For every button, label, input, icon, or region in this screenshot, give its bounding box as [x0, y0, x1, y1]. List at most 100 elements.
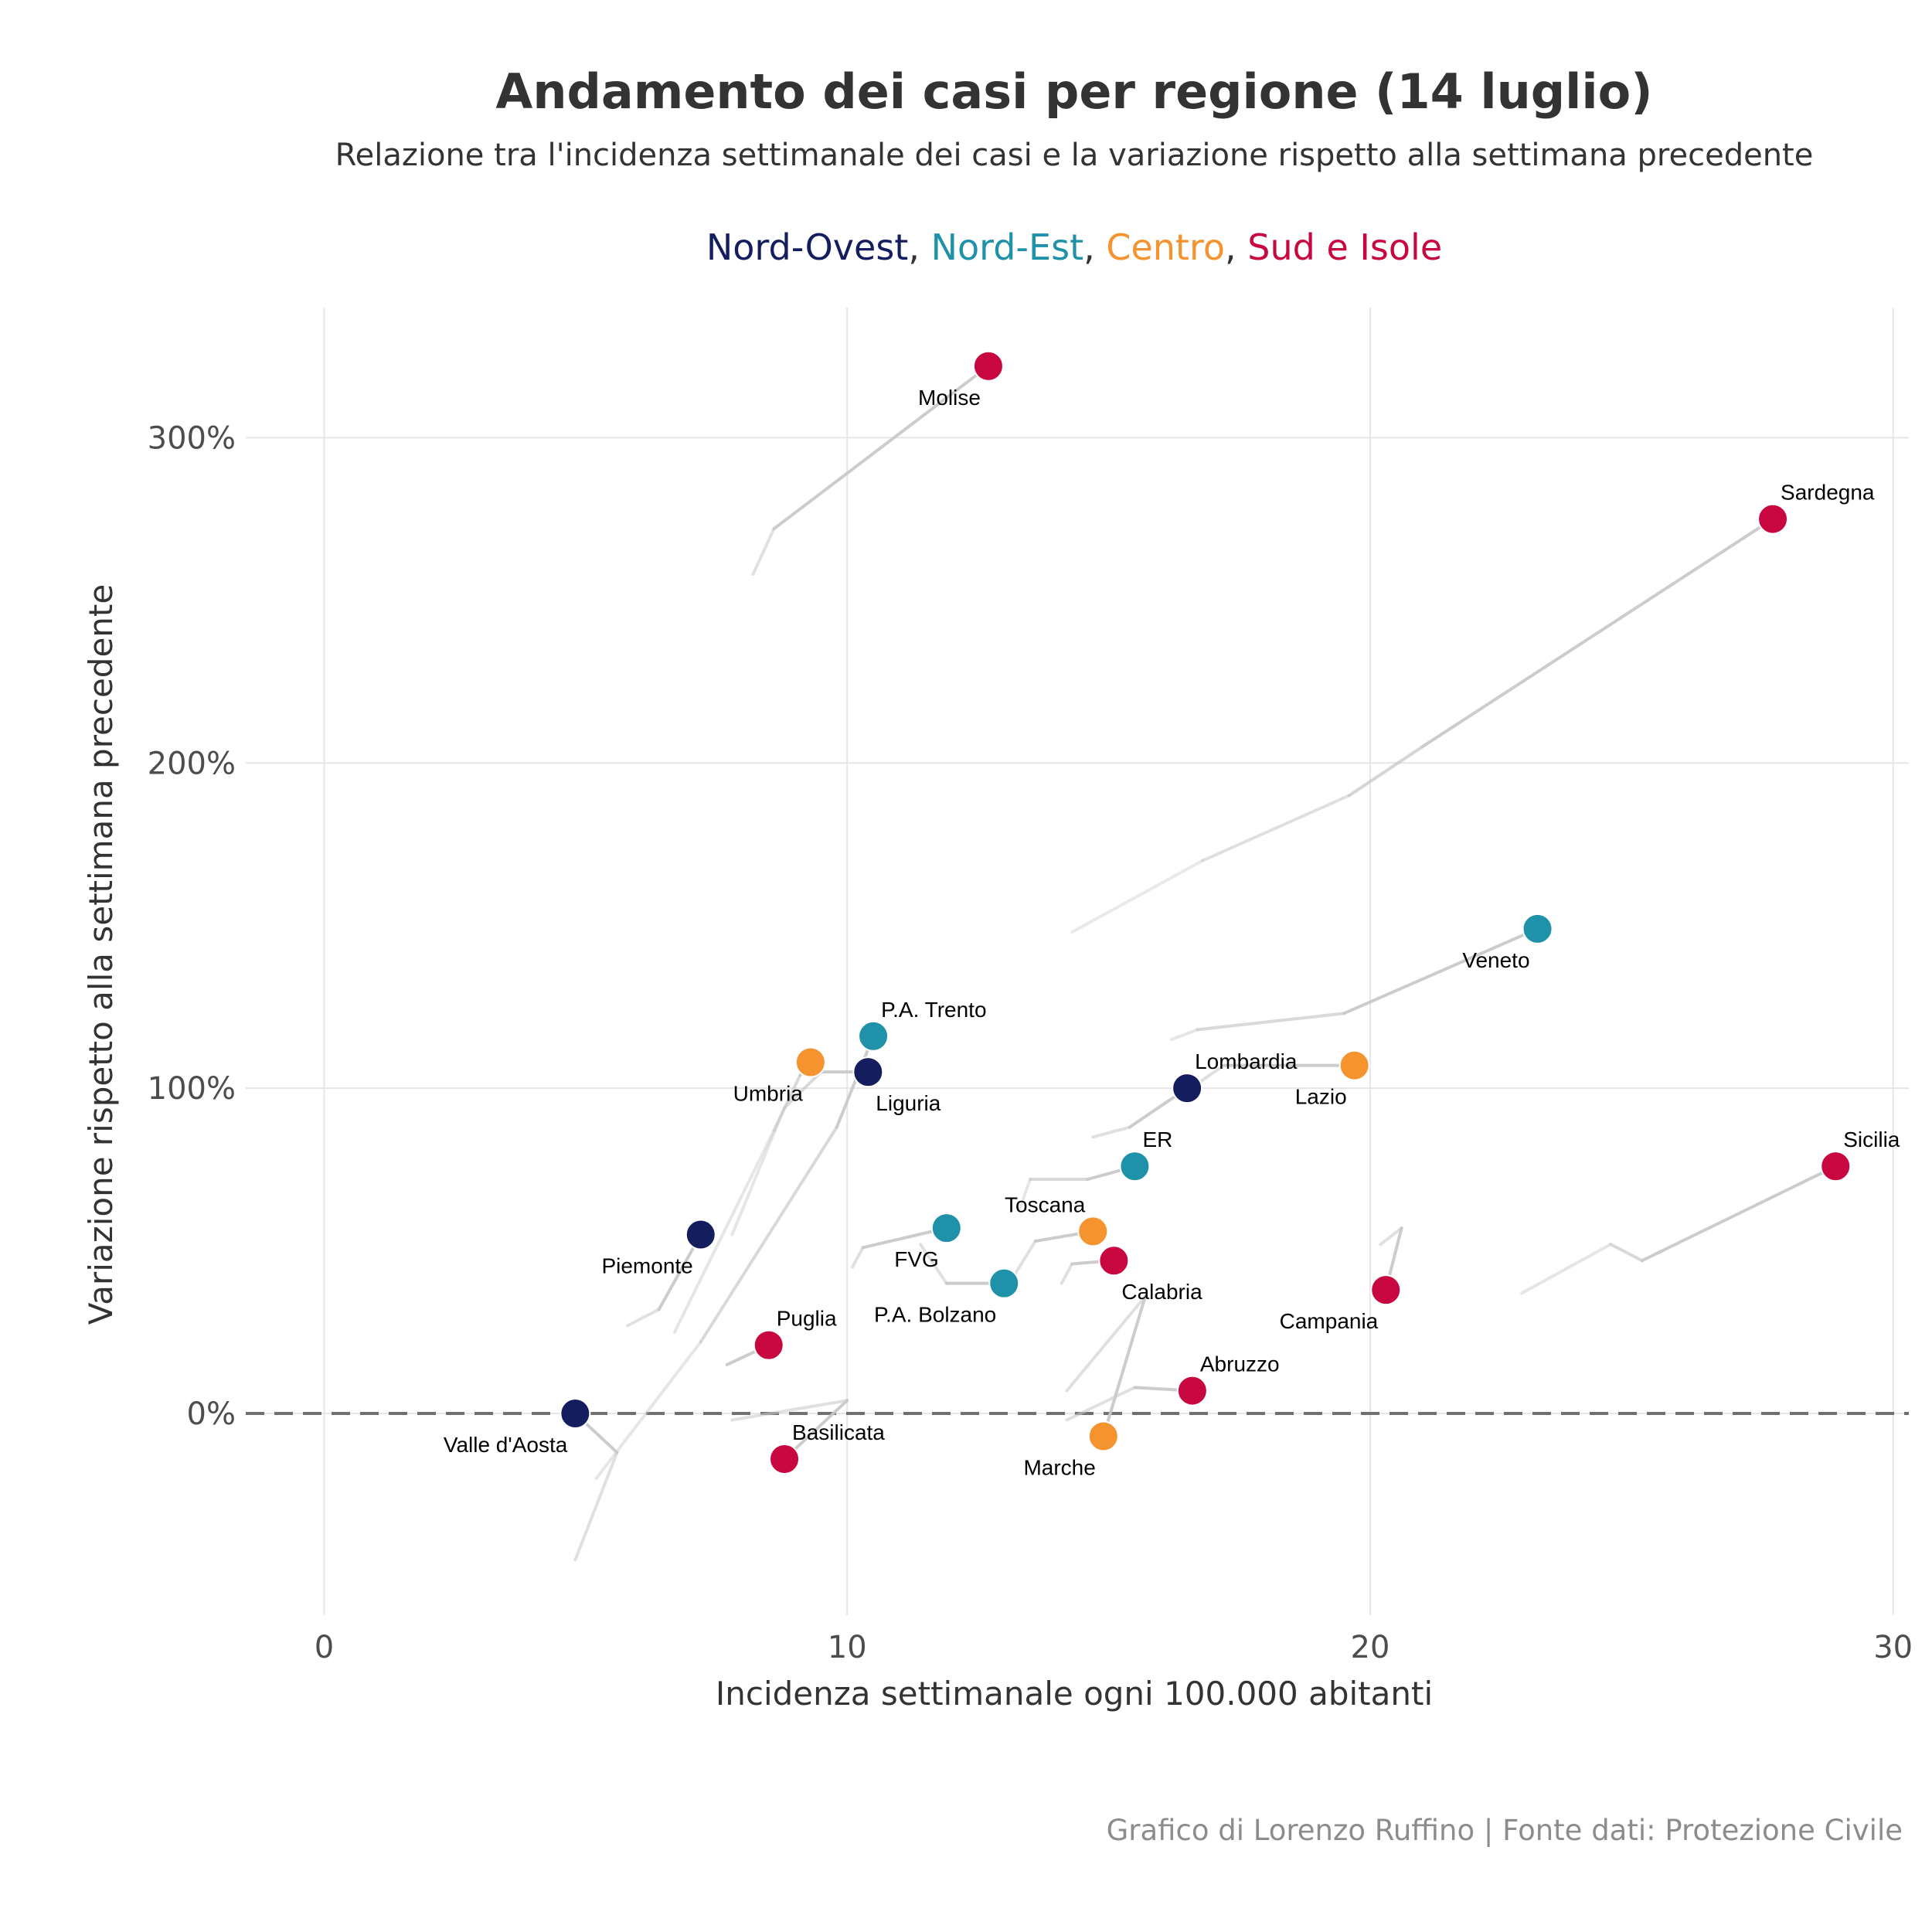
point-umbria: [794, 1046, 826, 1078]
point-sardegna: [1757, 503, 1789, 535]
trail-liguria: [730, 1106, 787, 1236]
trail-marche: [1065, 1294, 1147, 1393]
trail-p-a-bolzano: [918, 1243, 948, 1285]
legend-nord-est: Nord-Est: [931, 226, 1084, 268]
trail-sicilia: [1640, 1165, 1838, 1263]
point-labels: Molise Sardegna Veneto P.A. Trento Umbria Laz…: [444, 386, 1900, 1480]
trail-sardegna: [1420, 517, 1775, 749]
trail-p-a-trento: [699, 1125, 838, 1344]
x-axis-title: Incidenza settimanale ogni 100.000 abita…: [716, 1675, 1433, 1713]
trail-p-a-trento: [835, 1034, 876, 1129]
trail-veneto: [1342, 927, 1539, 1015]
label-lombardia: Lombardia: [1195, 1049, 1298, 1073]
label-campania: Campania: [1280, 1309, 1379, 1333]
point-liguria: [852, 1056, 884, 1088]
y-axis-title: Variazione rispetto alla settimana prece…: [82, 584, 120, 1325]
trail-valle-d-aosta: [573, 1451, 619, 1562]
label-sicilia: Sicilia: [1843, 1128, 1900, 1151]
label-veneto: Veneto: [1462, 948, 1529, 972]
point-calabria: [1098, 1245, 1130, 1277]
trail-umbria: [672, 1128, 776, 1334]
trail-umbria: [772, 1073, 802, 1132]
point-campania: [1370, 1274, 1402, 1306]
label-basilicata: Basilicata: [792, 1420, 885, 1444]
trail-liguria: [783, 1070, 823, 1110]
trails: [573, 364, 1838, 1562]
point-er: [1119, 1151, 1151, 1182]
label-lazio: Lazio: [1295, 1085, 1347, 1109]
y-tick-label: 0%: [187, 1396, 236, 1432]
trail-sardegna: [1201, 794, 1351, 862]
y-tick-label: 200%: [148, 746, 236, 781]
legend-centro: Centro: [1106, 226, 1225, 268]
trail-campania: [1379, 1226, 1403, 1247]
trail-sicilia: [1609, 1243, 1644, 1263]
label-calabria: Calabria: [1121, 1280, 1202, 1304]
point-fvg: [930, 1213, 962, 1244]
legend: Nord-Ovest, Nord-Est, Centro, Sud e Isol…: [706, 226, 1442, 268]
x-tick-label: 0: [315, 1630, 334, 1665]
label-p-a-trento: P.A. Trento: [881, 998, 986, 1022]
point-valle-d-aosta: [560, 1398, 591, 1430]
point-marche: [1087, 1420, 1119, 1452]
point-piemonte: [685, 1219, 716, 1250]
label-liguria: Liguria: [876, 1091, 940, 1115]
legend-separator: ,: [908, 226, 920, 268]
label-fvg: FVG: [894, 1247, 939, 1271]
x-tick-label: 10: [828, 1630, 867, 1665]
trail-veneto: [1169, 1028, 1199, 1042]
trail-sardegna: [1347, 745, 1424, 798]
trail-sicilia: [1520, 1243, 1613, 1295]
legend-separator: ,: [1225, 226, 1236, 268]
chart-caption: Grafico di Lorenzo Ruffino | Fonte dati:…: [1107, 1814, 1903, 1847]
label-piemonte: Piemonte: [601, 1254, 692, 1278]
label-molise: Molise: [918, 386, 981, 410]
point-abruzzo: [1176, 1375, 1208, 1406]
label-marche: Marche: [1023, 1456, 1095, 1480]
point-p-a-trento: [858, 1020, 889, 1052]
legend-sud-e-isole: Sud e Isole: [1247, 226, 1442, 268]
point-toscana: [1077, 1216, 1109, 1247]
trail-fvg: [851, 1246, 865, 1269]
label-abruzzo: Abruzzo: [1200, 1352, 1280, 1376]
label-umbria: Umbria: [733, 1081, 804, 1105]
x-tick-label: 30: [1873, 1630, 1913, 1665]
label-p-a-bolzano: P.A. Bolzano: [874, 1303, 996, 1327]
label-puglia: Puglia: [777, 1307, 837, 1331]
point-p-a-bolzano: [988, 1267, 1020, 1299]
trail-er: [1018, 1178, 1032, 1210]
trail-basilicata: [730, 1399, 849, 1422]
trail-lombardia: [1091, 1125, 1131, 1139]
point-lazio: [1338, 1049, 1370, 1081]
trail-calabria: [1060, 1262, 1074, 1285]
chart-subtitle: Relazione tra l'incidenza settimanale de…: [335, 138, 1814, 173]
label-toscana: Toscana: [1005, 1192, 1086, 1216]
trail-marche: [1101, 1294, 1147, 1438]
point-basilicata: [769, 1443, 801, 1475]
trail-molise: [751, 527, 776, 577]
gridlines: [246, 308, 1909, 1615]
point-molise: [972, 350, 1004, 382]
trail-veneto: [1196, 1012, 1346, 1032]
point-sicilia: [1820, 1151, 1852, 1182]
label-er: ER: [1142, 1128, 1172, 1151]
y-tick-label: 100%: [148, 1071, 236, 1107]
label-sardegna: Sardegna: [1781, 481, 1875, 505]
trail-molise: [772, 364, 990, 531]
trail-piemonte: [626, 1308, 661, 1328]
points: [560, 350, 1852, 1475]
point-lombardia: [1172, 1073, 1203, 1104]
trail-sardegna: [1070, 859, 1205, 934]
legend-separator: ,: [1083, 226, 1095, 268]
x-tick-label: 20: [1351, 1630, 1390, 1665]
trail-abruzzo: [1065, 1386, 1137, 1422]
point-veneto: [1522, 913, 1553, 944]
y-tick-label: 300%: [148, 420, 236, 456]
chart-title: Andamento dei casi per regione (14 lugli…: [495, 63, 1652, 120]
label-valle-d-aosta: Valle d'Aosta: [444, 1433, 568, 1457]
axis-ticks: 0 10 20 300%100%200%300%: [148, 420, 1913, 1665]
trail-p-a-trento: [594, 1340, 702, 1481]
legend-nord-ovest: Nord-Ovest: [706, 226, 908, 268]
point-puglia: [753, 1329, 784, 1361]
